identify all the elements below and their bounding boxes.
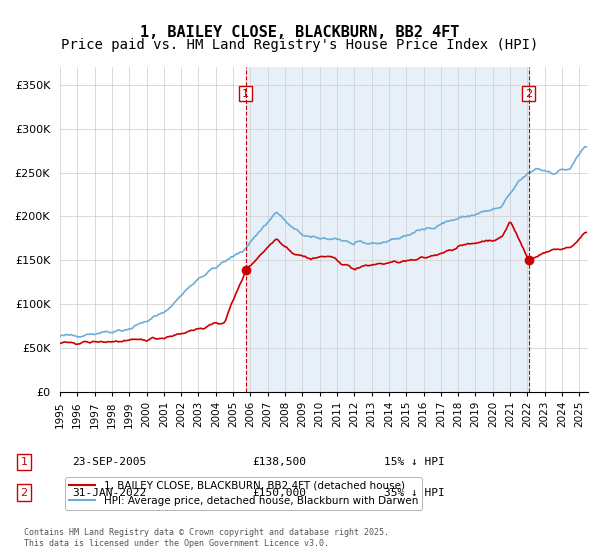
Text: 23-SEP-2005: 23-SEP-2005	[72, 457, 146, 467]
Legend: 1, BAILEY CLOSE, BLACKBURN, BB2 4FT (detached house), HPI: Average price, detach: 1, BAILEY CLOSE, BLACKBURN, BB2 4FT (det…	[65, 477, 422, 510]
Bar	[246, 67, 529, 392]
Text: 31-JAN-2022: 31-JAN-2022	[72, 488, 146, 498]
Text: 15% ↓ HPI: 15% ↓ HPI	[384, 457, 445, 467]
Text: 35% ↓ HPI: 35% ↓ HPI	[384, 488, 445, 498]
Text: 1: 1	[242, 88, 249, 99]
Text: 2: 2	[525, 88, 532, 99]
Text: 1: 1	[20, 457, 28, 467]
Text: £150,000: £150,000	[252, 488, 306, 498]
Text: £138,500: £138,500	[252, 457, 306, 467]
Text: 1, BAILEY CLOSE, BLACKBURN, BB2 4FT: 1, BAILEY CLOSE, BLACKBURN, BB2 4FT	[140, 25, 460, 40]
Text: Price paid vs. HM Land Registry's House Price Index (HPI): Price paid vs. HM Land Registry's House …	[61, 38, 539, 52]
Text: Contains HM Land Registry data © Crown copyright and database right 2025.
This d: Contains HM Land Registry data © Crown c…	[24, 528, 389, 548]
Text: 2: 2	[20, 488, 28, 498]
